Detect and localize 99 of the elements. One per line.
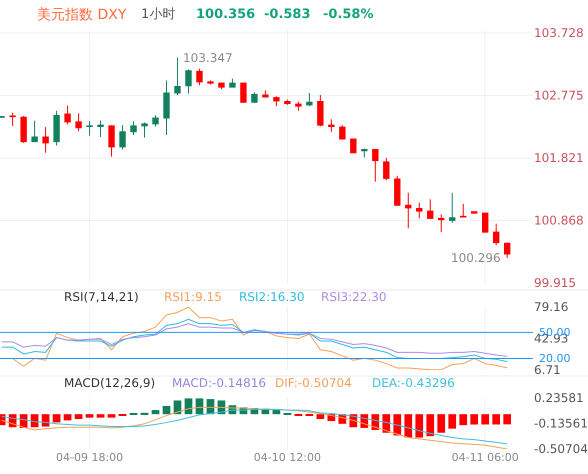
candlestick	[405, 192, 412, 229]
candlestick	[108, 124, 115, 158]
bar	[437, 414, 446, 433]
candlestick	[152, 114, 159, 127]
candlestick	[416, 202, 422, 219]
candlestick	[130, 120, 137, 136]
candlestick	[361, 148, 368, 158]
y-tick-label: 99.915	[534, 276, 576, 290]
x-tick-label: 04-10 12:00	[254, 451, 321, 464]
candlestick	[504, 242, 510, 258]
candlestick	[75, 112, 82, 132]
candlestick	[53, 110, 60, 146]
text: DEA:-0.43296	[372, 376, 455, 390]
y-tick-label: 100.868	[534, 214, 584, 228]
candlestick	[119, 124, 126, 150]
y-tick-label: 101.821	[534, 151, 584, 166]
series-label: MACD:-0.14816	[172, 376, 266, 390]
candlestick	[240, 82, 247, 104]
candlestick	[185, 68, 192, 94]
candlestick	[229, 78, 236, 88]
bar	[459, 414, 468, 426]
ref-line-label: 20.00	[539, 352, 570, 365]
chart-title: 美元指数 DXY	[37, 7, 127, 23]
candlestick	[449, 192, 456, 224]
y-tick-label: 102.775	[534, 88, 584, 102]
bar	[426, 414, 434, 436]
bar	[30, 414, 38, 428]
text: -0.58%	[323, 7, 374, 22]
candlestick	[174, 57, 181, 96]
y-tick-label: 6.71	[534, 363, 561, 378]
x-tick-label: 04-09 18:00	[56, 451, 124, 464]
candlestick	[438, 214, 444, 233]
candlestick	[350, 138, 357, 154]
chart-subtitle: 1小时	[141, 7, 176, 22]
candlestick	[42, 126, 49, 154]
annotation: 103.347	[183, 51, 233, 65]
candlestick	[20, 115, 27, 144]
candlestick	[339, 124, 346, 140]
bar	[448, 414, 456, 429]
candlestick	[306, 92, 313, 107]
candlestick	[460, 203, 466, 218]
candlestick	[251, 92, 258, 104]
bar	[42, 414, 50, 427]
candlestick	[9, 112, 16, 126]
candlestick	[31, 120, 38, 142]
candlestick	[141, 122, 148, 138]
candlestick	[372, 148, 378, 182]
bar	[64, 414, 72, 420]
candlestick	[86, 120, 93, 136]
candlestick	[394, 175, 400, 206]
candlestick	[492, 223, 500, 246]
candlestick	[262, 90, 269, 98]
bar	[404, 414, 412, 438]
bar	[96, 414, 104, 418]
bar	[481, 414, 490, 424]
candlestick	[196, 68, 203, 86]
bar	[470, 414, 478, 424]
bar	[86, 414, 94, 418]
candlestick	[284, 99, 291, 106]
series-label: RSI2:16.30	[239, 290, 305, 304]
annotation: 100.296	[451, 251, 501, 265]
y-tick-label: -0.50704	[534, 442, 588, 456]
candlestick	[64, 104, 71, 126]
candlestick	[383, 157, 390, 181]
candlestick	[273, 96, 280, 107]
series-label: DIF:-0.50704	[275, 376, 352, 390]
bar	[492, 414, 500, 424]
bar	[162, 406, 170, 414]
chart-title: MACD(12,26,9)	[64, 376, 156, 390]
bar	[196, 398, 204, 414]
bar	[415, 414, 424, 438]
bar	[272, 410, 280, 414]
chart-title: RSI(7,14,21)	[64, 290, 139, 304]
y-tick-label: 0.23581	[534, 391, 584, 406]
text: 100.356	[196, 7, 256, 22]
bar	[503, 414, 512, 424]
candlestick	[295, 101, 302, 112]
candlestick	[317, 94, 324, 127]
bar	[52, 414, 60, 422]
y-tick-label: 103.728	[534, 26, 584, 40]
y-tick-label: -0.13561	[534, 416, 588, 431]
x-tick-label: 04-11 06:00	[452, 451, 519, 464]
candlestick	[218, 82, 225, 90]
bar	[184, 398, 192, 414]
series-label: RSI1:9.15	[164, 290, 222, 304]
candlestick	[97, 120, 104, 138]
candlestick	[163, 80, 170, 136]
candlestick	[328, 118, 335, 132]
line-series	[1, 323, 508, 357]
text: RSI3:22.30	[321, 290, 387, 304]
bar	[74, 414, 82, 419]
bar	[174, 400, 182, 414]
y-tick-label: 79.16	[534, 300, 568, 314]
bar	[316, 414, 324, 419]
bar	[152, 410, 160, 414]
bar	[108, 414, 116, 418]
candlestick	[427, 198, 434, 219]
candlestick	[482, 212, 488, 234]
text: -0.583	[264, 7, 311, 22]
